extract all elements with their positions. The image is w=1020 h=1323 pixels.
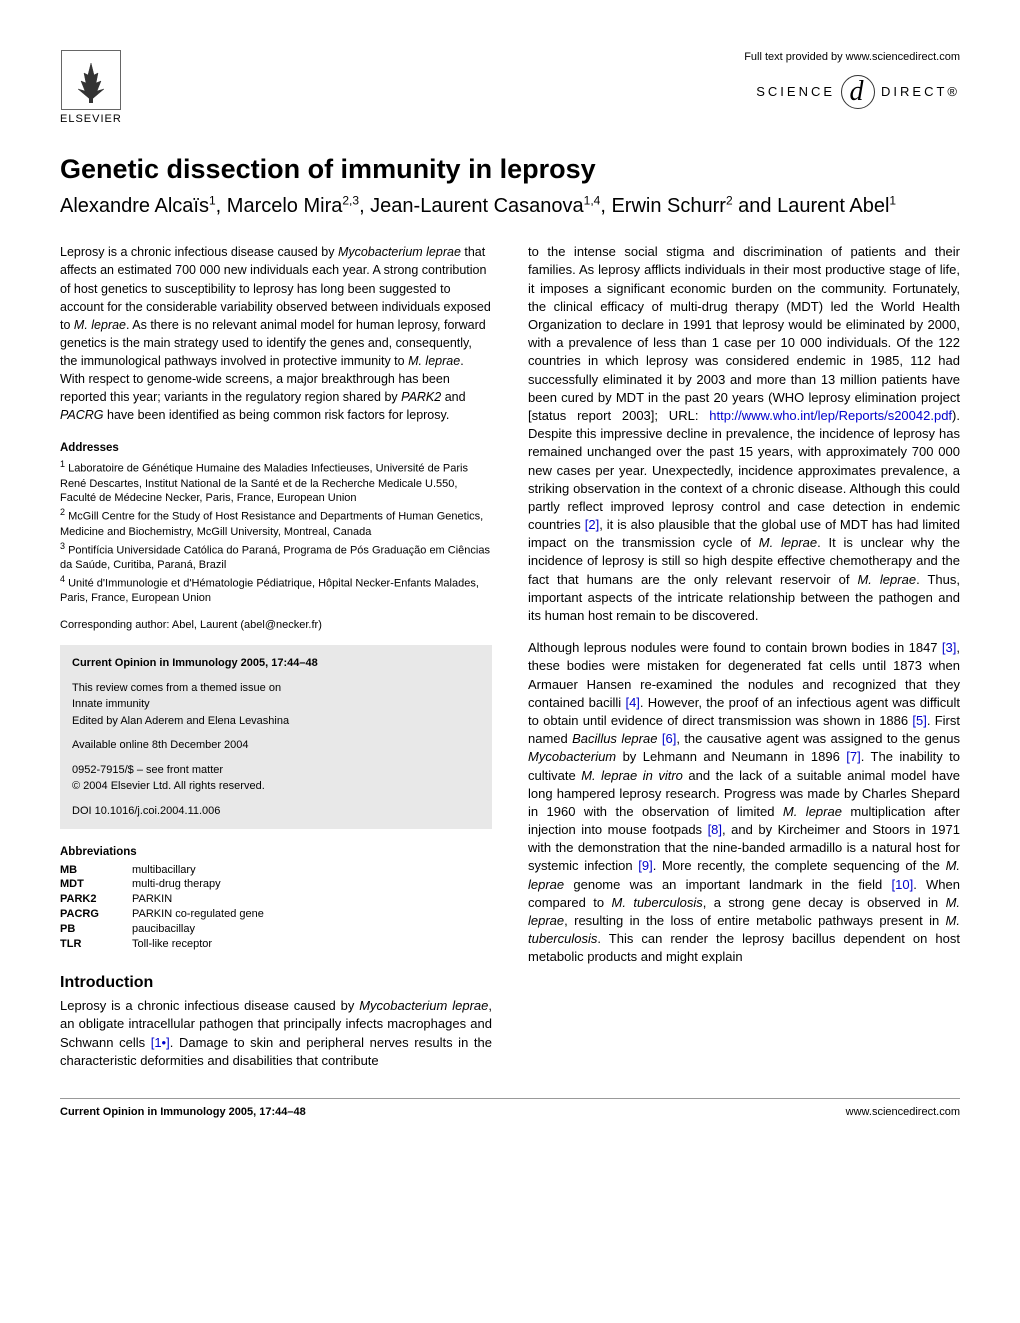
abbrev-row: PBpaucibacillay — [60, 922, 492, 937]
footer-citation: Current Opinion in Immunology 2005, 17:4… — [60, 1105, 306, 1120]
journal-info-box: Current Opinion in Immunology 2005, 17:4… — [60, 645, 492, 829]
provided-by-text: Full text provided by www.sciencedirect.… — [744, 50, 960, 65]
available-online: Available online 8th December 2004 — [72, 737, 480, 754]
journal-citation: Current Opinion in Immunology 2005, 17:4… — [72, 657, 318, 669]
sciencedirect-d-icon: d — [841, 75, 875, 109]
right-column: to the intense social stigma and discrim… — [528, 243, 960, 1070]
left-column: Leprosy is a chronic infectious disease … — [60, 243, 492, 1070]
doi-line: DOI 10.1016/j.coi.2004.11.006 — [72, 803, 480, 820]
abbrev-row: PACRGPARKIN co-regulated gene — [60, 907, 492, 922]
authors-line: Alexandre Alcaïs1, Marcelo Mira2,3, Jean… — [60, 193, 960, 219]
editors-line: Edited by Alan Aderem and Elena Levashin… — [72, 715, 289, 727]
abbrev-row: PARK2PARKIN — [60, 892, 492, 907]
elsevier-tree-icon — [61, 50, 121, 110]
address-2: 2 McGill Centre for the Study of Host Re… — [60, 506, 492, 539]
science-text: SCIENCE — [756, 83, 835, 101]
issn-line: 0952-7915/$ – see front matter — [72, 764, 223, 776]
abbrev-row: MDTmulti-drug therapy — [60, 877, 492, 892]
sciencedirect-block: Full text provided by www.sciencedirect.… — [744, 50, 960, 109]
abbrev-row: TLRToll-like receptor — [60, 937, 492, 952]
address-1: 1 Laboratoire de Génétique Humaine des M… — [60, 458, 492, 506]
themed-issue-line2: Innate immunity — [72, 698, 150, 710]
themed-issue-line1: This review comes from a themed issue on — [72, 682, 281, 694]
elsevier-text: ELSEVIER — [60, 112, 122, 127]
abstract: Leprosy is a chronic infectious disease … — [60, 243, 492, 424]
abbrev-row: MBmultibacillary — [60, 863, 492, 878]
addresses-label: Addresses — [60, 441, 492, 457]
addresses-block: 1 Laboratoire de Génétique Humaine des M… — [60, 458, 492, 606]
abbreviations-label: Abbreviations — [60, 845, 492, 861]
article-title: Genetic dissection of immunity in lepros… — [60, 151, 960, 187]
body-paragraph-1: to the intense social stigma and discrim… — [528, 243, 960, 625]
elsevier-logo: ELSEVIER — [60, 50, 122, 127]
sciencedirect-logo: SCIENCE d DIRECT® — [744, 75, 960, 109]
corresponding-author: Corresponding author: Abel, Laurent (abe… — [60, 618, 492, 633]
body-paragraph-2: Although leprous nodules were found to c… — [528, 639, 960, 966]
direct-text: DIRECT® — [881, 83, 960, 101]
abbreviations-block: Abbreviations MBmultibacillary MDTmulti-… — [60, 845, 492, 952]
introduction-heading: Introduction — [60, 972, 492, 994]
footer-url: www.sciencedirect.com — [846, 1105, 960, 1120]
page-header: ELSEVIER Full text provided by www.scien… — [60, 50, 960, 127]
intro-paragraph-left: Leprosy is a chronic infectious disease … — [60, 997, 492, 1070]
page-footer: Current Opinion in Immunology 2005, 17:4… — [60, 1098, 960, 1120]
address-4: 4 Unité d'Immunologie et d'Hématologie P… — [60, 573, 492, 606]
address-3: 3 Pontifícia Universidade Católica do Pa… — [60, 540, 492, 573]
copyright-line: © 2004 Elsevier Ltd. All rights reserved… — [72, 780, 265, 792]
